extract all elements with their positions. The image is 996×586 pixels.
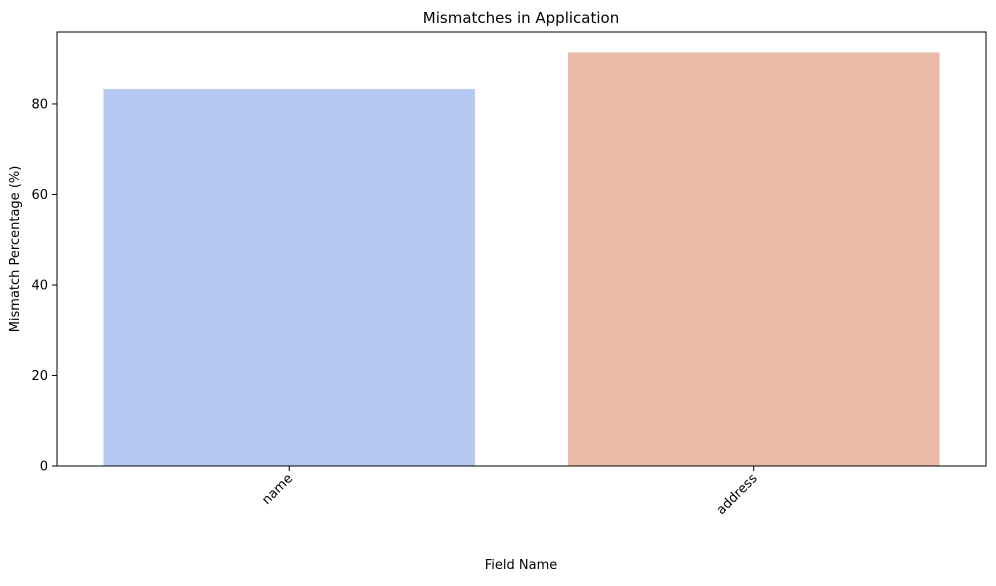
bars-group — [103, 52, 940, 467]
x-axis-label: Field Name — [485, 558, 558, 573]
y-tick-label-0: 0 — [40, 460, 48, 475]
y-axis: 0 20 40 60 80 — [31, 97, 57, 475]
y-tick-label-20: 20 — [31, 369, 48, 384]
y-tick-label-40: 40 — [31, 278, 48, 293]
chart-title: Mismatches in Application — [423, 9, 619, 27]
bar-address — [567, 52, 940, 467]
y-tick-label-80: 80 — [31, 97, 48, 112]
bar-name — [103, 89, 476, 467]
y-tick-label-60: 60 — [31, 188, 48, 203]
y-axis-label: Mismatch Percentage (%) — [8, 166, 23, 333]
plot-frame — [56, 31, 987, 467]
